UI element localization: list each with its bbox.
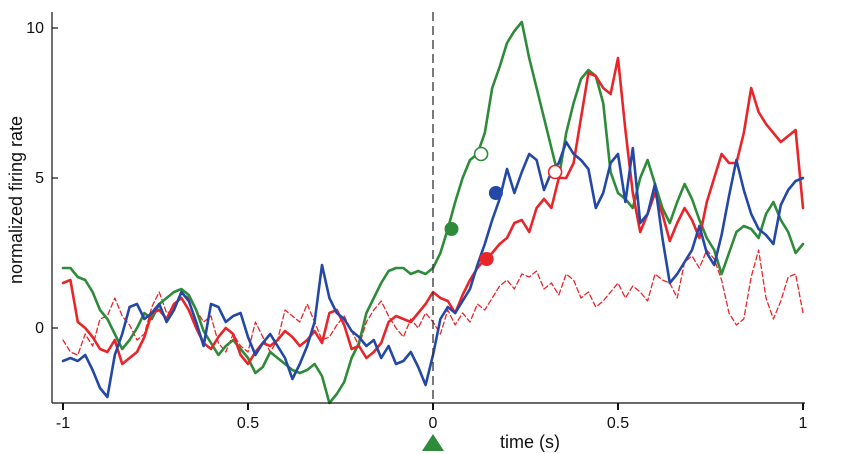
x-tick-label: 0.5 [607,415,629,432]
y-tick-label: 5 [35,170,44,187]
marker-layer [444,146,563,266]
axes-layer: 0 5 10 -1 0.5 0 0.5 1 [26,12,808,451]
x-tick-label: -1 [56,415,70,432]
green-open-marker [473,146,489,162]
y-axis-title: normalized firing rate [6,116,26,284]
x-tick-label: 0.5 [237,415,259,432]
y-tick-label: 0 [35,320,44,337]
red-filled-marker [479,252,494,266]
x-axis-title: time (s) [500,432,560,452]
event-triangle-marker [422,434,444,451]
blue-filled-marker [488,186,503,200]
y-tick-label: 10 [26,20,44,37]
red-open-marker [547,164,563,180]
x-tick-label: 1 [799,415,808,432]
x-tick-label: 0 [429,415,438,432]
green-filled-marker [444,222,459,236]
